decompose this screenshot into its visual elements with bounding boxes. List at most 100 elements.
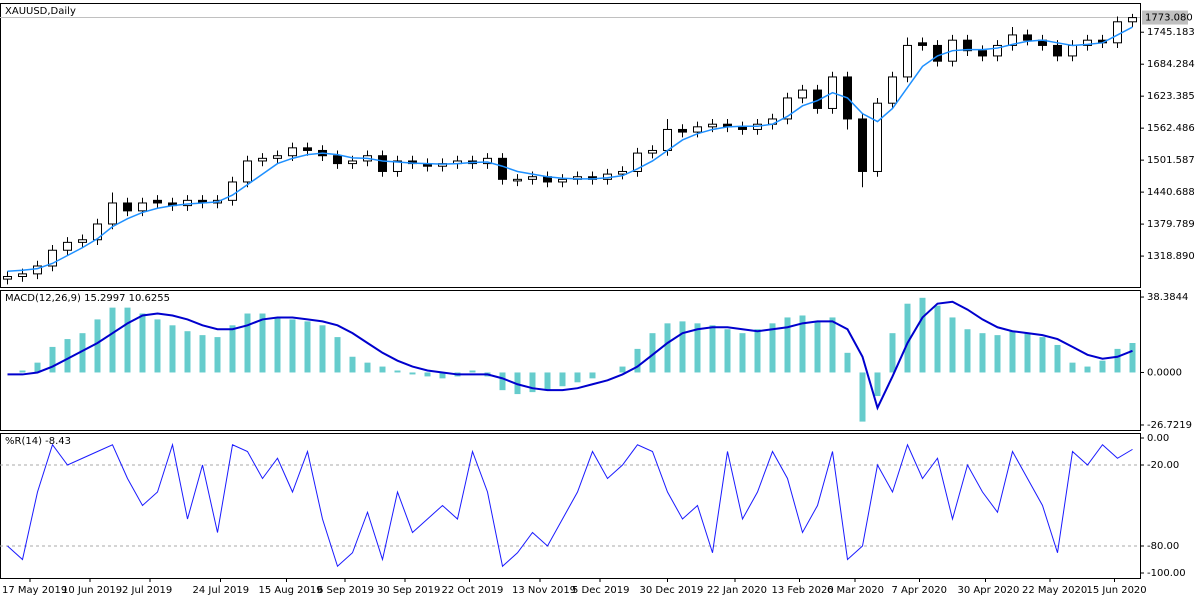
macd-bar: [769, 323, 776, 373]
macd-bar: [169, 325, 176, 373]
candle-body: [33, 265, 42, 275]
macd-bar: [919, 297, 926, 373]
y-tick-label: 1684.284: [1147, 59, 1195, 70]
macd-bar: [664, 323, 671, 373]
candle-body: [888, 76, 897, 104]
signal-line: [7, 300, 1133, 411]
macd-bar: [1024, 333, 1031, 373]
candle-body: [498, 157, 507, 180]
macd-bar: [529, 372, 536, 393]
macd-bar: [739, 333, 746, 373]
macd-bar: [619, 366, 626, 373]
macd-bar: [1039, 337, 1046, 373]
candle-body: [1128, 17, 1137, 23]
candle-body: [138, 202, 147, 212]
x-tick-label: 30 Dec 2019: [640, 585, 704, 596]
candle-body: [1083, 39, 1092, 46]
macd-bar: [154, 319, 161, 373]
y-tick-label: -100.00: [1147, 568, 1186, 579]
macd-bar: [814, 321, 821, 373]
candle-body: [63, 241, 72, 251]
candle-body: [1113, 21, 1122, 44]
candle-body: [48, 249, 57, 267]
macd-bar: [469, 370, 476, 373]
x-tick-label: 24 Jul 2019: [193, 585, 250, 596]
candle-body: [783, 97, 792, 120]
x-tick-label: 2 Jul 2019: [122, 585, 172, 596]
wr-line: [7, 442, 1133, 568]
y-tick-label: 1318.890: [1147, 251, 1195, 262]
candle-body: [693, 126, 702, 133]
y-tick-label: 1745.183: [1147, 27, 1195, 38]
candle-body: [993, 44, 1002, 57]
candle-body: [228, 181, 237, 201]
macd-bar: [304, 321, 311, 373]
macd-bar: [229, 325, 236, 373]
macd-bar: [259, 313, 266, 373]
x-tick-label: 7 Apr 2020: [892, 585, 947, 596]
candle-body: [93, 223, 102, 241]
candle-body: [78, 239, 87, 243]
candle-body: [108, 202, 117, 225]
candle-body: [873, 102, 882, 172]
candle-body: [798, 89, 807, 99]
macd-bar: [694, 323, 701, 373]
macd-bar: [139, 313, 146, 373]
panel-frame: [0, 290, 1141, 431]
macd-bar: [379, 366, 386, 373]
candle-body: [333, 155, 342, 165]
macd-bar: [244, 313, 251, 373]
macd-bar: [289, 319, 296, 373]
panel-title: MACD(12,26,9) 15.2997 10.6255: [5, 293, 170, 304]
candle-body: [648, 149, 657, 154]
candle-body: [678, 128, 687, 133]
y-tick-label: -26.7219: [1147, 420, 1192, 431]
candle-body: [123, 202, 132, 212]
x-tick-label: 22 May 2020: [1022, 585, 1087, 596]
macd-bar: [994, 335, 1001, 373]
x-tick-label: 5 Dec 2019: [572, 585, 630, 596]
macd-bar: [844, 352, 851, 373]
macd-bar: [754, 329, 761, 373]
macd-bar: [1129, 342, 1136, 373]
candle-body: [1053, 44, 1062, 57]
y-tick-label: 1379.789: [1147, 219, 1195, 230]
macd-bar: [394, 370, 401, 373]
candle-body: [618, 170, 627, 175]
macd-bar: [94, 319, 101, 373]
macd-bar: [544, 372, 551, 391]
macd-bar: [49, 346, 56, 373]
candle-body: [288, 147, 297, 157]
macd-bar: [889, 333, 896, 373]
macd-bar: [409, 372, 416, 375]
macd-bar: [979, 333, 986, 373]
x-tick-label: 6 Sep 2019: [317, 585, 374, 596]
candle-body: [258, 157, 267, 162]
candle-body: [183, 199, 192, 207]
macd-bar: [334, 337, 341, 373]
macd-bar: [784, 317, 791, 373]
y-tick-label: 1440.688: [1147, 187, 1195, 198]
macd-bar: [829, 317, 836, 373]
macd-bar: [199, 335, 206, 373]
macd-bar: [574, 372, 581, 383]
x-tick-label: 15 Aug 2019: [259, 585, 323, 596]
candle-body: [918, 42, 927, 46]
candle-body: [558, 178, 567, 183]
candle-body: [963, 39, 972, 52]
macd-bar: [589, 372, 596, 379]
panel-frame: [0, 3, 1141, 288]
moving-average: [7, 26, 1133, 272]
x-tick-label: 6 Mar 2020: [827, 585, 884, 596]
x-tick-label: 13 Nov 2019: [512, 585, 576, 596]
candle-body: [633, 152, 642, 172]
macd-bar: [859, 372, 866, 422]
candle-body: [738, 126, 747, 130]
macd-bar: [949, 317, 956, 373]
macd-bar: [124, 307, 131, 373]
y-tick-label: -20.00: [1147, 460, 1179, 471]
macd-bar: [1054, 344, 1061, 373]
macd-bar: [964, 329, 971, 373]
x-tick-label: 30 Sep 2019: [377, 585, 440, 596]
candle-body: [3, 275, 12, 280]
